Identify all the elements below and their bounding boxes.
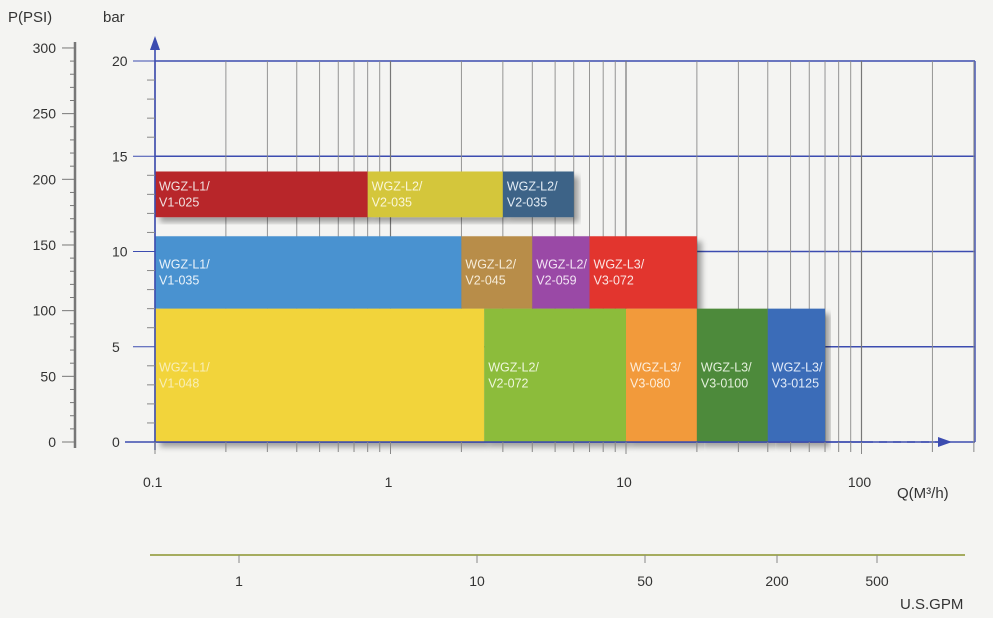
y-axis-bar-tick-label: 5 xyxy=(112,339,120,355)
y-axis-psi-tick-label: 100 xyxy=(33,303,57,319)
y-axis-bar-tick-label: 15 xyxy=(112,148,128,164)
bar-9: WGZ-L3/V3-080 xyxy=(626,308,697,442)
y-axis-psi-tick-label: 0 xyxy=(48,434,56,450)
bar-rect xyxy=(484,308,626,442)
y-axis-bar-tick-label: 10 xyxy=(112,244,128,260)
bar-rect xyxy=(155,171,368,218)
y-axis-bar-arrow xyxy=(150,36,160,50)
bar-rect xyxy=(461,236,533,309)
bar-3: WGZ-L1/V1-035 xyxy=(155,236,462,309)
bar-rect xyxy=(589,236,697,309)
bar-rect xyxy=(626,308,697,442)
bar-label: WGZ-L1/V1-048 xyxy=(159,360,210,390)
bar-rect xyxy=(502,171,574,218)
bar-label: WGZ-L3/V3-0125 xyxy=(772,360,823,390)
bar-rect xyxy=(532,236,590,309)
bar-rect xyxy=(767,308,826,442)
y-axis-psi-tick-label: 150 xyxy=(33,237,57,253)
bar-label: WGZ-L2/V2-035 xyxy=(372,179,423,209)
y-axis-bar-tick-label: 20 xyxy=(112,53,128,69)
bar-1: WGZ-L2/V2-035 xyxy=(367,171,503,218)
bar-10: WGZ-L3/V3-0100 xyxy=(696,308,768,442)
x-axis-label: Q(M³/h) xyxy=(897,485,949,502)
y-axis-psi-tick-label: 50 xyxy=(40,368,56,384)
bar-0: WGZ-L1/V1-025 xyxy=(155,171,368,218)
x-axis-arrow xyxy=(938,437,952,447)
bar-label: WGZ-L3/V3-080 xyxy=(630,360,681,390)
bar-label: WGZ-L2/V2-059 xyxy=(536,257,587,287)
bars: WGZ-L1/V1-025 WGZ-L2/V2-035 WGZ-L2/V2-035 W… xyxy=(155,171,826,442)
bar-8: WGZ-L2/V2-072 xyxy=(484,308,626,442)
bar-label: WGZ-L2/V2-045 xyxy=(465,257,516,287)
bar-4: WGZ-L2/V2-045 xyxy=(461,236,533,309)
x-axis-gpm-tick-label: 1 xyxy=(235,573,243,589)
y-axis-psi-tick-label: 200 xyxy=(33,171,57,187)
bar-label: WGZ-L1/V1-035 xyxy=(159,257,210,287)
bar-rect xyxy=(696,308,768,442)
x-axis-tick-label: 100 xyxy=(848,474,872,490)
x-axis-tick-label: 1 xyxy=(385,474,393,490)
y-axis-psi-label: P(PSI) xyxy=(8,9,52,26)
bar-label: WGZ-L1/V1-025 xyxy=(159,179,210,209)
x-axis-gpm-tick-label: 10 xyxy=(469,573,485,589)
bar-rect xyxy=(367,171,503,218)
bar-11: WGZ-L3/V3-0125 xyxy=(767,308,826,442)
x-axis-tick-label: 0.1 xyxy=(143,474,163,490)
bar-2: WGZ-L2/V2-035 xyxy=(502,171,574,218)
x-axis-gpm-tick-label: 200 xyxy=(765,573,789,589)
x-axis-tick-label: 10 xyxy=(616,474,632,490)
bar-label: WGZ-L3/V3-0100 xyxy=(701,360,752,390)
x-axis-gpm-tick-label: 50 xyxy=(637,573,653,589)
x-axis-gpm-label: U.S.GPM xyxy=(900,596,963,613)
y-axis-psi-tick-label: 250 xyxy=(33,106,57,122)
bar-rect xyxy=(155,236,462,309)
bar-label: WGZ-L2/V2-072 xyxy=(488,360,539,390)
bar-label: WGZ-L2/V2-035 xyxy=(507,179,558,209)
bar-label: WGZ-L3/V3-072 xyxy=(594,257,645,287)
bar-7: WGZ-L1/V1-048 xyxy=(155,308,485,442)
y-axis-bar-tick-label: 0 xyxy=(112,434,120,450)
bar-6: WGZ-L3/V3-072 xyxy=(589,236,697,309)
y-axis-psi-tick-label: 300 xyxy=(33,40,57,56)
y-axis-bar-label: bar xyxy=(103,9,125,26)
bar-rect xyxy=(155,308,485,442)
x-axis-gpm-tick-label: 500 xyxy=(865,573,889,589)
bar-5: WGZ-L2/V2-059 xyxy=(532,236,590,309)
